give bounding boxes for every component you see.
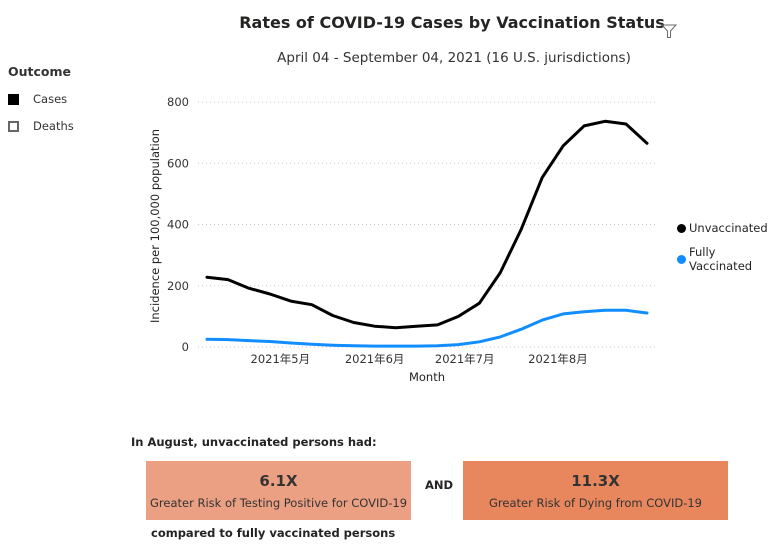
slicer-item-label: Deaths [33,119,74,133]
y-tick-label: 800 [167,95,189,109]
and-label: AND [425,478,454,492]
y-tick-label: 600 [167,156,189,170]
summary-intro: In August, unvaccinated persons had: [131,435,377,449]
chart-subtitle: April 04 - September 04, 2021 (16 U.S. j… [277,50,631,66]
x-tick-label: 2021年6月 [345,352,405,366]
legend-label: Unvaccinated [689,221,768,235]
chart-title: Rates of COVID-19 Cases by Vaccination S… [239,13,665,32]
x-tick-label: 2021年7月 [435,352,495,366]
y-tick-label: 200 [167,279,189,293]
risk-card-value: 6.1X [259,471,298,490]
slicer-item-deaths[interactable]: Deaths [8,119,74,133]
legend-dot-icon [677,223,686,233]
filter-icon[interactable] [660,22,678,40]
slicer-item-label: Cases [33,92,68,106]
checkbox-unchecked-icon[interactable] [8,120,19,132]
y-axis-label: Incidence per 100,000 population [148,129,162,323]
y-tick-label: 0 [182,340,189,354]
summary-outro: compared to fully vaccinated persons [151,526,396,540]
checkbox-checked-icon[interactable] [8,93,19,105]
series-line-unvaccinated[interactable] [205,119,649,330]
y-tick-label: 400 [167,218,189,232]
line-chart: 0 200 400 600 800 2021年5月 2021年6月 2021年7月 2021年… [148,95,655,384]
risk-card-value: 11.3X [571,471,620,490]
series-line-fully-vaccinated[interactable] [205,308,649,348]
risk-card-positive: 6.1X Greater Risk of Testing Positive fo… [146,461,411,520]
legend-item-fully-vaccinated[interactable]: Fully Vaccinated [677,245,782,273]
x-tick-label: 2021年5月 [251,352,311,366]
risk-card-label: Greater Risk of Dying from COVID-19 [488,495,702,510]
x-tick-label: 2021年8月 [528,352,588,366]
slicer-item-cases[interactable]: Cases [8,92,67,106]
risk-card-label: Greater Risk of Testing Positive for COV… [149,495,408,510]
legend-dot-icon [677,254,686,264]
x-axis-label: Month [409,370,445,384]
legend-label: Fully Vaccinated [688,245,753,273]
slicer-title: Outcome [8,64,72,79]
legend-item-unvaccinated[interactable]: Unvaccinated [677,221,768,235]
risk-card-dying: 11.3X Greater Risk of Dying from COVID-1… [463,461,728,520]
